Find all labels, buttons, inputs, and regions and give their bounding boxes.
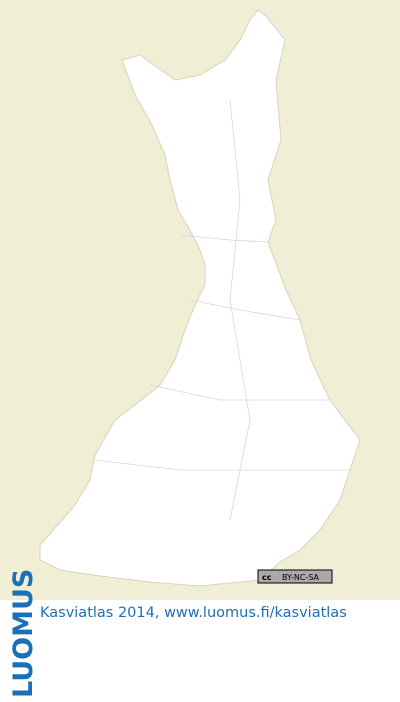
finland-outline [39, 9, 361, 587]
license-badge: cc BY-NC-SA [257, 569, 333, 584]
region-borders [94, 99, 350, 521]
footer-title: Kasviatlas 2014, www.luomus.fi/kasviatla… [40, 605, 347, 621]
badge-cc: cc [262, 573, 272, 582]
badge-text: BY-NC-SA [282, 573, 320, 582]
logo: LUOMUS [8, 569, 39, 698]
